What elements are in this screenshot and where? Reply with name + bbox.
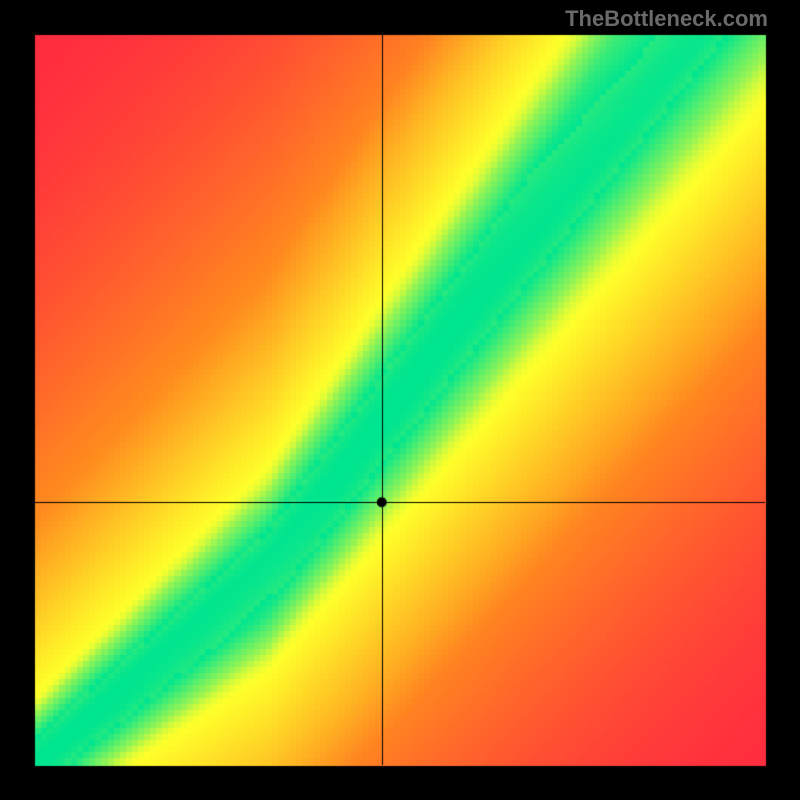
bottleneck-heatmap [0,0,800,800]
watermark-text: TheBottleneck.com [565,6,768,32]
